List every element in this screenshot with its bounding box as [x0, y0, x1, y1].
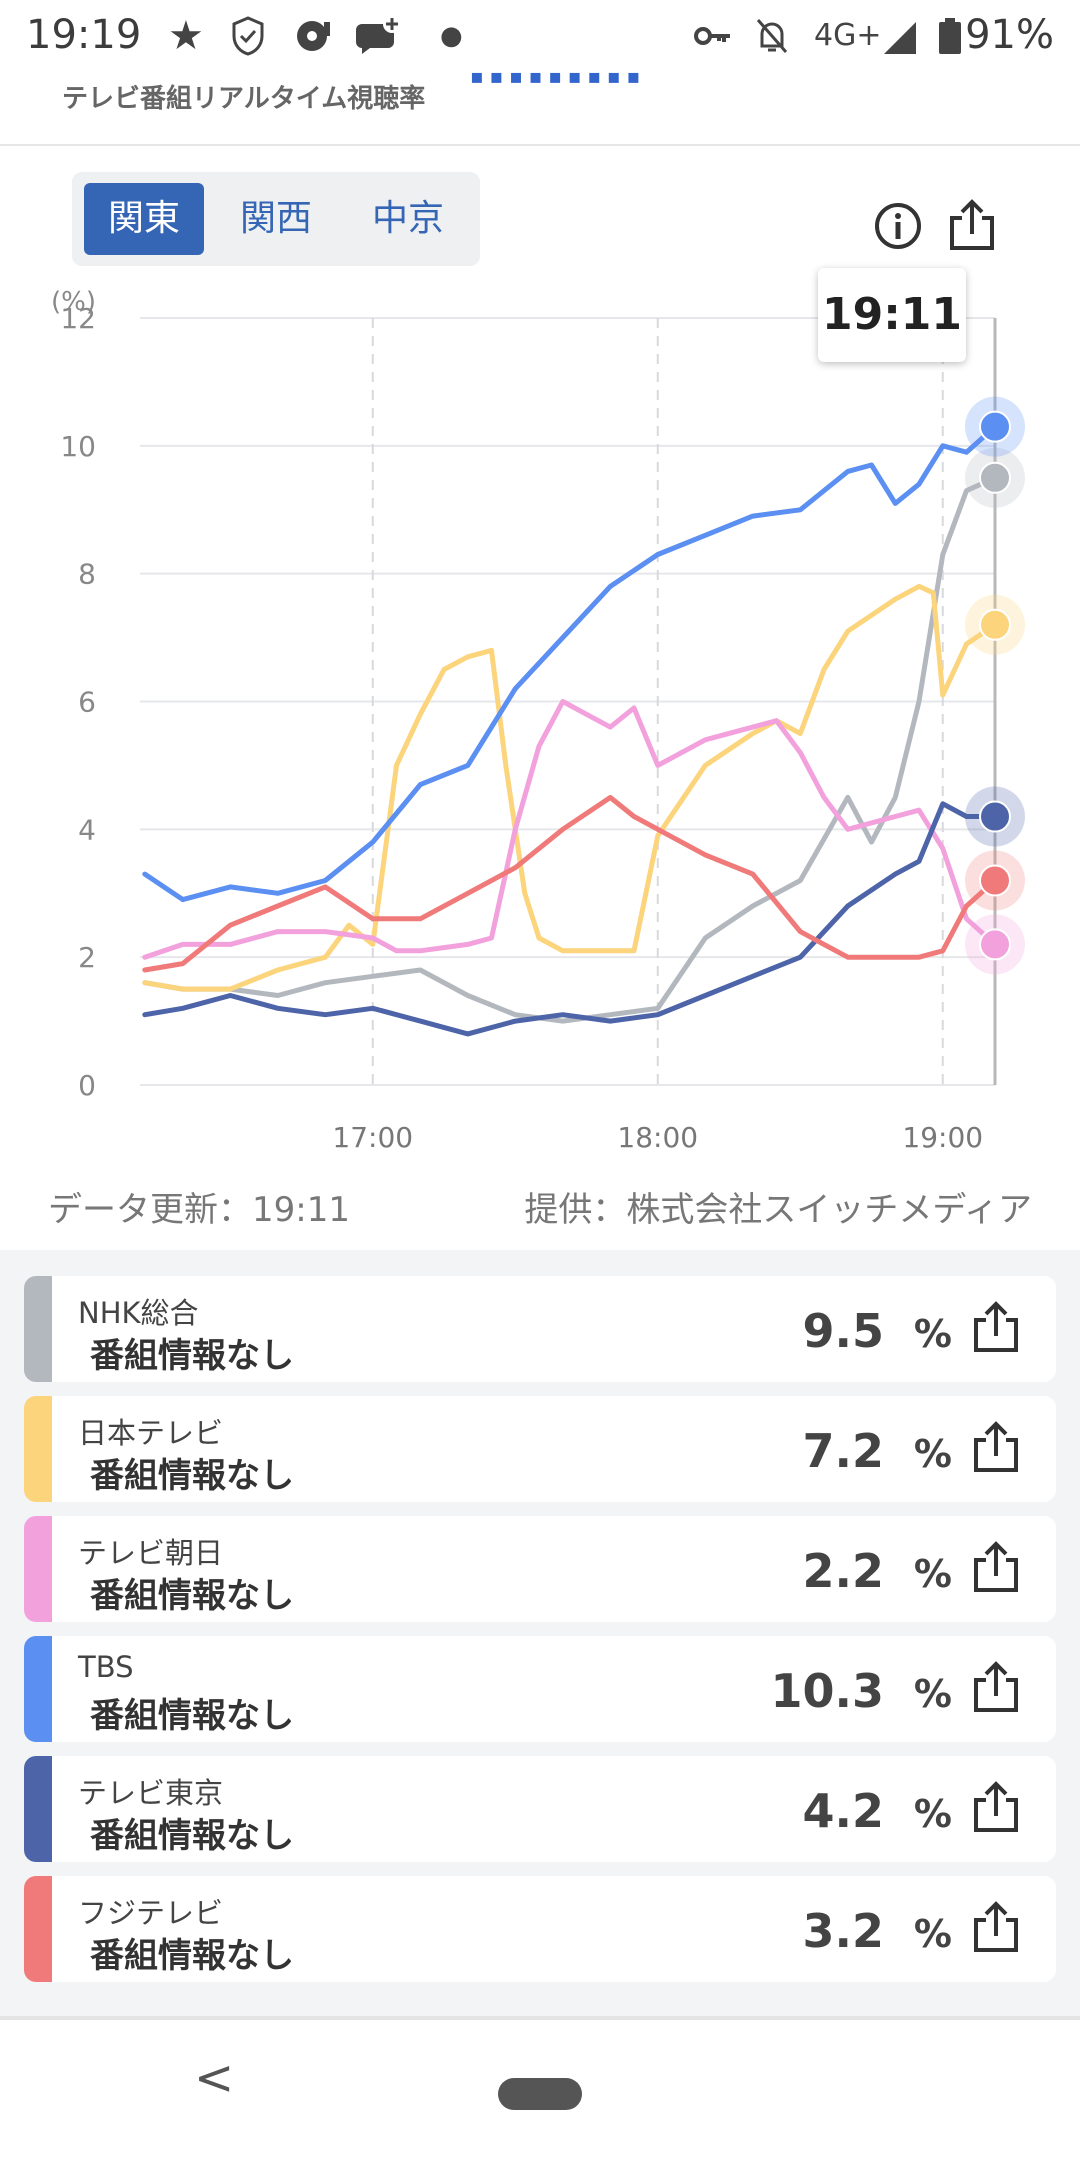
rating-unit: % [913, 1552, 952, 1596]
channel-row[interactable]: テレビ東京番組情報なし 4.2% [24, 1756, 1056, 1862]
channel-name: フジテレビ [78, 1896, 224, 1930]
system-nav-bar: < [0, 2016, 1080, 2160]
series-line-5 [142, 794, 998, 973]
series-line-4 [142, 801, 998, 1037]
program-name: 番組情報なし [90, 1456, 294, 1496]
channel-color-bar [24, 1876, 52, 1982]
header-decoration: ▪▪▪▪▪▪▪▪▪ [470, 64, 646, 88]
ratings-chart[interactable]: 0 2 4 6 8 10 12(%) 17:00 18:00 19:00 [0, 280, 1080, 1180]
share-icon[interactable] [968, 1660, 1024, 1716]
channel-color-bar [24, 1756, 52, 1862]
rating-unit: % [913, 1672, 952, 1716]
status-time: 19:19 [26, 12, 142, 58]
info-icon[interactable] [870, 198, 926, 254]
rating-value: 2.2 [802, 1544, 885, 1598]
series-line-2 [142, 699, 998, 960]
rating-value: 10.3 [770, 1664, 885, 1718]
y-tick-label: 6 [78, 686, 96, 719]
series-marker-5 [979, 864, 1011, 897]
rating-value: 7.2 [802, 1424, 885, 1478]
series-line-1 [142, 583, 998, 992]
channel-name: テレビ東京 [78, 1776, 224, 1810]
series-marker-0 [979, 461, 1011, 494]
x-tick-label: 18:00 [617, 1121, 698, 1154]
y-tick-label: 4 [78, 813, 96, 846]
x-tick-label: 19:00 [902, 1121, 983, 1154]
channel-name: テレビ朝日 [78, 1536, 224, 1570]
share-icon[interactable] [968, 1540, 1024, 1596]
channel-row[interactable]: 日本テレビ番組情報なし 7.2% [24, 1396, 1056, 1502]
home-pill-icon[interactable] [498, 2078, 582, 2110]
y-tick-label: 8 [78, 558, 96, 591]
channel-color-bar [24, 1636, 52, 1742]
channel-name: 日本テレビ [78, 1416, 224, 1450]
dot-icon: ● [440, 21, 463, 51]
rating-value: 9.5 [802, 1304, 885, 1358]
channel-color-bar [24, 1516, 52, 1622]
program-name: 番組情報なし [90, 1696, 294, 1736]
rating-unit: % [913, 1912, 952, 1956]
y-tick-label: 10 [60, 430, 96, 463]
series-marker-3 [979, 410, 1011, 443]
share-icon[interactable] [968, 1780, 1024, 1836]
chat-plus-icon [356, 14, 402, 58]
rating-value: 4.2 [802, 1784, 885, 1838]
rating-unit: % [913, 1432, 952, 1476]
page-title: テレビ番組リアルタイム視聴率 [62, 84, 426, 114]
program-name: 番組情報なし [90, 1576, 294, 1616]
share-icon[interactable] [968, 1900, 1024, 1956]
share-icon[interactable] [968, 1420, 1024, 1476]
channel-row[interactable]: NHK総合番組情報なし 9.5% [24, 1276, 1056, 1382]
battery-icon [936, 14, 964, 58]
series-line-3 [142, 424, 998, 903]
tab-chukyo[interactable]: 中京 [371, 198, 444, 239]
signal-icon [880, 14, 920, 58]
program-name: 番組情報なし [90, 1816, 294, 1856]
tab-kansai[interactable]: 関西 [239, 198, 312, 239]
program-name: 番組情報なし [90, 1336, 294, 1376]
battery-percent: 91% [965, 12, 1054, 58]
channel-row[interactable]: TBS 番組情報なし 10.3% [24, 1636, 1056, 1742]
back-icon[interactable]: < [194, 2050, 235, 2106]
tab-kanto[interactable]: 関東 [84, 183, 204, 255]
network-type: 4G+ [814, 18, 882, 53]
chart-tooltip: 19:11 [818, 268, 966, 362]
data-provider: 提供：株式会社スイッチメディア [524, 1190, 1032, 1230]
share-icon[interactable] [968, 1300, 1024, 1356]
app-header: ▪▪▪▪▪▪▪▪▪ テレビ番組リアルタイム視聴率 [0, 64, 1080, 146]
series-marker-4 [979, 800, 1011, 833]
channel-row[interactable]: テレビ朝日番組情報なし 2.2% [24, 1516, 1056, 1622]
share-icon[interactable] [944, 198, 1000, 254]
series-line-0 [142, 475, 998, 1024]
channel-name: TBS [78, 1650, 134, 1684]
channel-list: NHK総合 番組情報なし 9.5% 日本テレビ 番組情報なし 7.2% テレビ朝日 番組情報な… [0, 1250, 1080, 2020]
media-icon [292, 14, 336, 58]
channel-color-bar [24, 1396, 52, 1502]
channel-name: NHK総合 [78, 1296, 199, 1330]
rating-unit: % [913, 1312, 952, 1356]
rating-value: 3.2 [802, 1904, 885, 1958]
y-axis-label: (%) [51, 287, 96, 317]
program-name: 番組情報なし [90, 1936, 294, 1976]
series-marker-1 [979, 608, 1011, 641]
channel-row[interactable]: フジテレビ番組情報なし 3.2% [24, 1876, 1056, 1982]
status-bar: 19:19 ★ ● 4G+ 91% [0, 0, 1080, 72]
rating-unit: % [913, 1792, 952, 1836]
bell-off-icon [752, 14, 792, 58]
y-tick-label: 12 [60, 302, 96, 335]
star-icon: ★ [168, 13, 204, 59]
channel-color-bar [24, 1276, 52, 1382]
key-icon [692, 14, 732, 58]
region-tabs: 関東 関西 中京 [72, 172, 480, 266]
shield-icon [228, 14, 268, 58]
data-updated: データ更新：19:11 [48, 1190, 350, 1230]
x-tick-label: 17:00 [332, 1121, 413, 1154]
y-tick-label: 2 [78, 941, 96, 974]
series-marker-2 [979, 928, 1011, 961]
y-tick-label: 0 [78, 1069, 96, 1102]
